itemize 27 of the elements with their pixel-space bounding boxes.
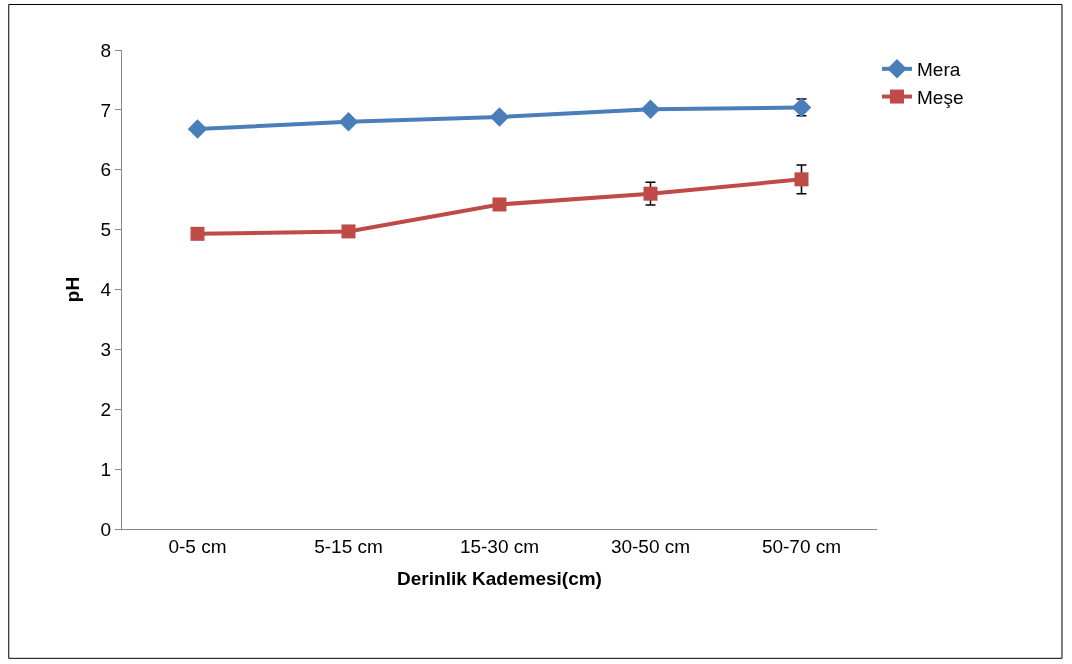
point [187,119,208,139]
y-tick-label: 8 [100,39,112,61]
point [492,197,507,212]
y-tick-label: 3 [100,339,112,361]
y-tick-label: 4 [100,279,112,301]
x-tick-label: 5-15 cm [314,535,383,557]
point [794,172,809,187]
y-tick-label: 2 [100,398,112,420]
x-tick-label: 30-50 cm [610,535,691,557]
point [338,112,359,132]
y-tick-label: 5 [100,219,112,241]
y-axis-title: pH [62,276,84,303]
y-tick-label: 6 [100,159,112,181]
x-axis-title: Derinlik Kademesi(cm) [397,567,602,589]
x-tick-label: 0-5 cm [168,535,227,557]
y-tick-label: 0 [100,518,112,540]
point [190,226,205,241]
x-tick-label: 50-70 cm [761,535,842,557]
legend-label: Mera [917,59,961,81]
y-tick-label: 7 [100,99,112,121]
legend-label: Meşe [917,86,964,108]
point [489,107,510,127]
x-tick-label: 15-30 cm [459,535,540,557]
y-tick-label: 1 [100,458,112,480]
point [643,186,658,201]
point [341,224,356,239]
point [640,99,661,120]
